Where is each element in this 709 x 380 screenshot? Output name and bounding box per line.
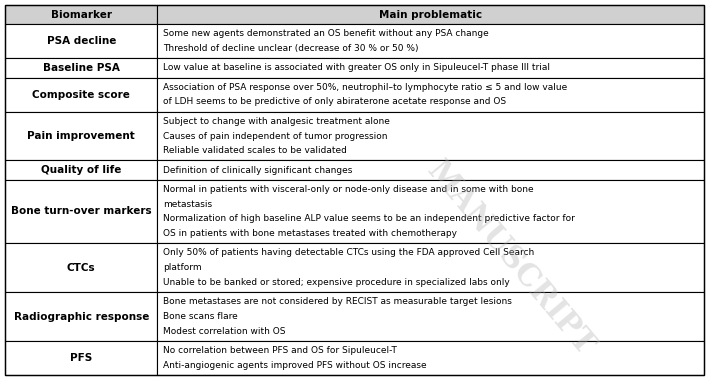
FancyBboxPatch shape xyxy=(5,5,157,24)
Text: Bone scans flare: Bone scans flare xyxy=(163,312,238,321)
Text: Pain improvement: Pain improvement xyxy=(28,131,135,141)
Text: Association of PSA response over 50%, neutrophil–to lymphocyte ratio ≤ 5 and low: Association of PSA response over 50%, ne… xyxy=(163,83,567,92)
FancyBboxPatch shape xyxy=(5,180,157,243)
Text: Radiographic response: Radiographic response xyxy=(13,312,149,321)
Text: of LDH seems to be predictive of only abiraterone acetate response and OS: of LDH seems to be predictive of only ab… xyxy=(163,97,506,106)
Text: Modest correlation with OS: Modest correlation with OS xyxy=(163,327,286,336)
FancyBboxPatch shape xyxy=(157,78,704,112)
Text: OS in patients with bone metastases treated with chemotherapy: OS in patients with bone metastases trea… xyxy=(163,229,457,238)
FancyBboxPatch shape xyxy=(157,5,704,24)
FancyBboxPatch shape xyxy=(157,341,704,375)
FancyBboxPatch shape xyxy=(5,243,157,292)
Text: Some new agents demonstrated an OS benefit without any PSA change: Some new agents demonstrated an OS benef… xyxy=(163,29,489,38)
Text: Main problematic: Main problematic xyxy=(379,10,482,20)
Text: Bone turn-over markers: Bone turn-over markers xyxy=(11,206,152,217)
Text: Anti-angiogenic agents improved PFS without OS increase: Anti-angiogenic agents improved PFS with… xyxy=(163,361,427,370)
FancyBboxPatch shape xyxy=(157,24,704,58)
FancyBboxPatch shape xyxy=(5,24,157,58)
Text: Subject to change with analgesic treatment alone: Subject to change with analgesic treatme… xyxy=(163,117,390,126)
Text: Low value at baseline is associated with greater OS only in Sipuleucel-T phase I: Low value at baseline is associated with… xyxy=(163,63,550,73)
FancyBboxPatch shape xyxy=(157,292,704,341)
FancyBboxPatch shape xyxy=(5,58,157,78)
FancyBboxPatch shape xyxy=(5,341,157,375)
Text: Threshold of decline unclear (decrease of 30 % or 50 %): Threshold of decline unclear (decrease o… xyxy=(163,44,418,53)
Text: Causes of pain independent of tumor progression: Causes of pain independent of tumor prog… xyxy=(163,131,388,141)
FancyBboxPatch shape xyxy=(157,180,704,243)
FancyBboxPatch shape xyxy=(157,112,704,160)
FancyBboxPatch shape xyxy=(5,78,157,112)
Text: MANUSCRIPT: MANUSCRIPT xyxy=(420,155,601,362)
Text: Reliable validated scales to be validated: Reliable validated scales to be validate… xyxy=(163,146,347,155)
FancyBboxPatch shape xyxy=(157,58,704,78)
Text: Unable to be banked or stored; expensive procedure in specialized labs only: Unable to be banked or stored; expensive… xyxy=(163,278,510,287)
Text: PFS: PFS xyxy=(70,353,92,363)
Text: Bone metastases are not considered by RECIST as measurable target lesions: Bone metastases are not considered by RE… xyxy=(163,297,512,306)
Text: metastasis: metastasis xyxy=(163,200,212,209)
Text: Composite score: Composite score xyxy=(32,90,130,100)
Text: Normal in patients with visceral-only or node-only disease and in some with bone: Normal in patients with visceral-only or… xyxy=(163,185,534,194)
Text: Normalization of high baseline ALP value seems to be an independent predictive f: Normalization of high baseline ALP value… xyxy=(163,214,575,223)
FancyBboxPatch shape xyxy=(5,112,157,160)
FancyBboxPatch shape xyxy=(157,243,704,292)
FancyBboxPatch shape xyxy=(5,292,157,341)
Text: platform: platform xyxy=(163,263,201,272)
Text: Biomarker: Biomarker xyxy=(50,10,112,20)
Text: Quality of life: Quality of life xyxy=(41,165,121,175)
Text: No correlation between PFS and OS for Sipuleucel-T: No correlation between PFS and OS for Si… xyxy=(163,346,397,355)
Text: Definition of clinically significant changes: Definition of clinically significant cha… xyxy=(163,166,352,174)
FancyBboxPatch shape xyxy=(157,160,704,180)
Text: Only 50% of patients having detectable CTCs using the FDA approved Cell Search: Only 50% of patients having detectable C… xyxy=(163,249,535,257)
FancyBboxPatch shape xyxy=(5,160,157,180)
Text: Baseline PSA: Baseline PSA xyxy=(43,63,120,73)
Text: CTCs: CTCs xyxy=(67,263,96,273)
Text: PSA decline: PSA decline xyxy=(47,36,116,46)
